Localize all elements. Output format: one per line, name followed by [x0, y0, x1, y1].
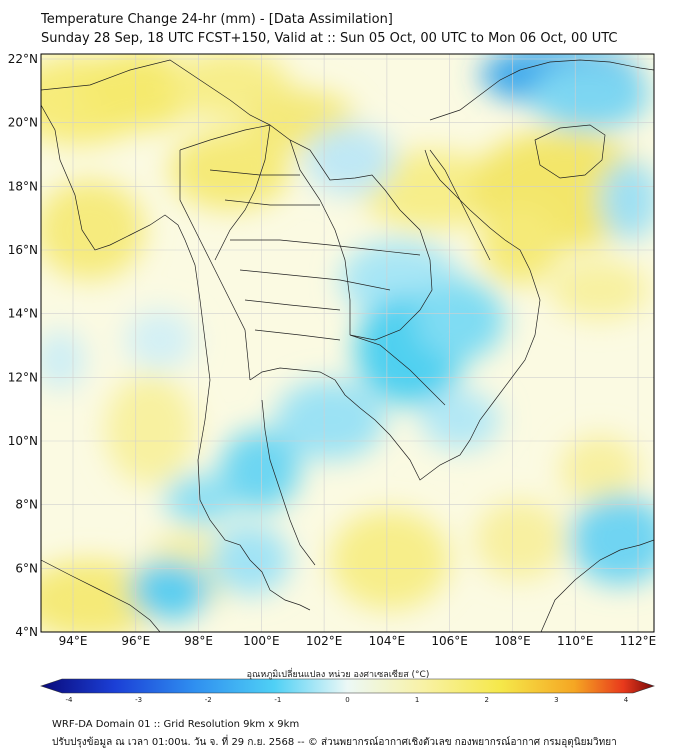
plot-frame	[40, 53, 655, 633]
coastlines	[41, 59, 654, 632]
colorbar-tick: -2	[205, 696, 212, 704]
colorbar-label: อุณหภูมิเปลี่ยนแปลง หน่วย องศาเซลเซียส (…	[246, 670, 430, 680]
lon-label: 96°E	[121, 634, 150, 648]
footer-credit: ปรับปรุงข้อมูล ณ เวลา 01:00น. วัน จ. ที่…	[52, 737, 617, 748]
colorbar-tick: 0	[345, 696, 349, 704]
colorbar	[40, 678, 655, 694]
colorbar-tick: -4	[66, 696, 74, 704]
lat-label: 18°N	[8, 179, 38, 193]
lon-label: 112°E	[620, 634, 657, 648]
lat-label: 4°N	[15, 625, 38, 639]
lon-label: 110°E	[557, 634, 594, 648]
lon-label: 98°E	[184, 634, 213, 648]
lat-label: 10°N	[8, 434, 38, 448]
colorbar-tick: 4	[624, 696, 629, 704]
colorbar-tick: 1	[415, 696, 419, 704]
lon-label: 102°E	[306, 634, 343, 648]
lon-label: 106°E	[431, 634, 468, 648]
lat-label: 14°N	[8, 307, 38, 321]
lat-label: 20°N	[8, 116, 38, 130]
colorbar-tick: -3	[135, 696, 142, 704]
lon-label: 104°E	[369, 634, 406, 648]
lat-label: 12°N	[8, 370, 38, 384]
colorbar-tick: 3	[554, 696, 558, 704]
lat-label: 8°N	[15, 498, 38, 512]
footer-domain: WRF-DA Domain 01 :: Grid Resolution 9km …	[52, 719, 300, 730]
lat-label: 22°N	[8, 52, 38, 66]
lon-label: 108°E	[494, 634, 531, 648]
lon-label: 100°E	[243, 634, 280, 648]
graticule	[41, 54, 654, 633]
map-subtitle: Sunday 28 Sep, 18 UTC FCST+150, Valid at…	[41, 31, 618, 46]
colorbar-tick: 2	[485, 696, 489, 704]
lat-label: 6°N	[15, 561, 38, 575]
temperature-field	[41, 54, 654, 632]
lat-label: 16°N	[8, 243, 38, 257]
lon-label: 94°E	[59, 634, 88, 648]
colorbar-tick: -1	[274, 696, 281, 704]
map-title: Temperature Change 24-hr (mm) - [Data As…	[41, 12, 393, 27]
